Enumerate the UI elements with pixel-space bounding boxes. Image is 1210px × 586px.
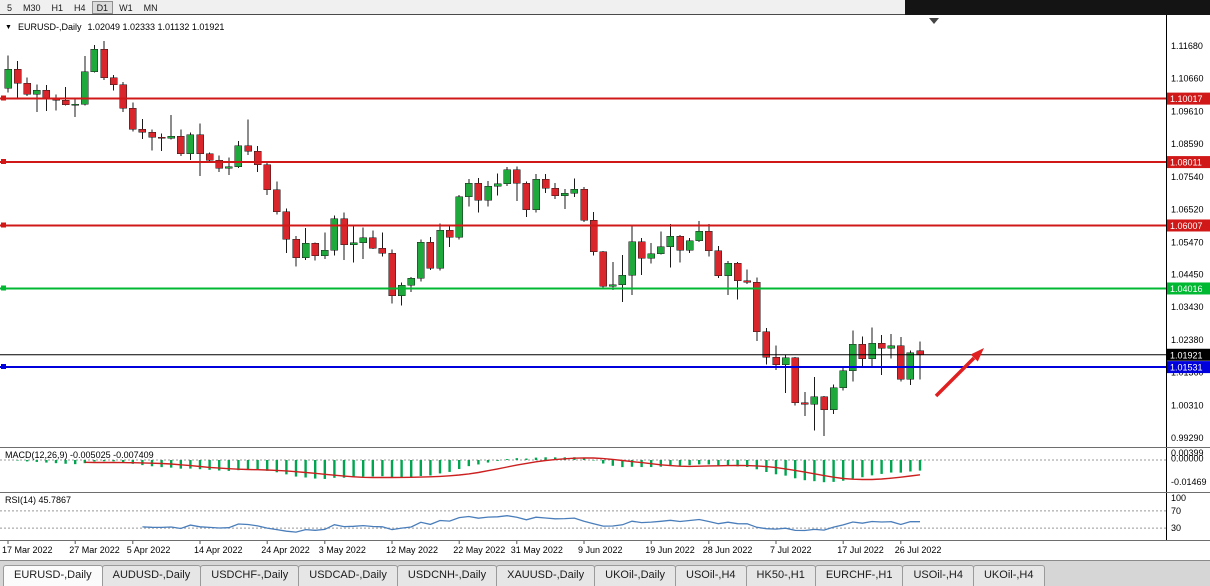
chart-tab-ukoil-h4[interactable]: UKOil-,H4 [972, 565, 1045, 586]
chart-shift-icon [929, 18, 939, 24]
svg-text:3 May 2022: 3 May 2022 [319, 545, 366, 555]
chart-canvas[interactable]: 1.11680 1.10660 1.09610 1.08590 1.07540 1.065… [0, 15, 1210, 560]
svg-text:-0.01469: -0.01469 [1171, 477, 1207, 487]
chart-tab-usdcnh-daily[interactable]: USDCNH-,Daily [396, 565, 498, 586]
svg-text:19 Jun 2022: 19 Jun 2022 [645, 545, 695, 555]
timeframe-button-mn[interactable]: MN [143, 2, 158, 13]
rsi-name: RSI(14) [5, 495, 37, 505]
svg-text:1.05470: 1.05470 [1171, 237, 1204, 247]
svg-text:31 May 2022: 31 May 2022 [511, 545, 563, 555]
macd-indicator-label: MACD(12,26,9) -0.005025 -0.007409 [5, 450, 154, 460]
chart-symbol-label: EURUSD-,Daily [17, 22, 82, 32]
svg-text:1.06007: 1.06007 [1170, 221, 1203, 231]
svg-text:17 Mar 2022: 17 Mar 2022 [2, 545, 53, 555]
svg-text:1.04016: 1.04016 [1170, 284, 1203, 294]
svg-text:1.06520: 1.06520 [1171, 204, 1204, 214]
macd-panel [0, 457, 1166, 483]
chart-tab-usdchf-daily[interactable]: USDCHF-,Daily [200, 565, 300, 586]
svg-text:1.02380: 1.02380 [1171, 335, 1204, 345]
svg-text:27 Mar 2022: 27 Mar 2022 [69, 545, 120, 555]
timeframe-toolbar: 5 M30 H1 H4 D1 W1 MN [0, 0, 1210, 15]
annotation-arrow[interactable] [934, 348, 984, 398]
svg-text:26 Jul 2022: 26 Jul 2022 [895, 545, 942, 555]
svg-text:7 Jul 2022: 7 Jul 2022 [770, 545, 812, 555]
timeframe-button-w1[interactable]: W1 [119, 2, 133, 13]
macd-name: MACD(12,26,9) [5, 450, 68, 460]
chart-ohlc-values: 1.02049 1.02333 1.01132 1.01921 [87, 22, 225, 32]
timeframe-buttons: 5 M30 H1 H4 D1 W1 MN [2, 0, 164, 14]
timeframe-button-5[interactable]: 5 [7, 2, 13, 13]
svg-text:0.00000: 0.00000 [1171, 454, 1204, 464]
chart-tab-audusd-daily[interactable]: AUDUSD-,Daily [101, 565, 202, 586]
horizontal-lines[interactable] [0, 95, 1166, 370]
svg-text:30: 30 [1171, 523, 1181, 533]
rsi-value: 45.7867 [38, 495, 72, 505]
candlesticks [4, 40, 924, 436]
svg-text:1.08011: 1.08011 [1170, 158, 1202, 168]
timeframe-button-h4[interactable]: H4 [74, 2, 86, 13]
toolbar-dark-region [905, 0, 1210, 15]
svg-text:5 Apr 2022: 5 Apr 2022 [127, 545, 171, 555]
chart-tab-xauusd-daily[interactable]: XAUUSD-,Daily [496, 565, 596, 586]
price-tags: 1.10017 1.08011 1.06007 1.04016 1.01531 1.019… [1167, 92, 1210, 374]
chart-tab-usoil-h4[interactable]: USOil-,H4 [675, 565, 747, 586]
svg-text:24 Apr 2022: 24 Apr 2022 [261, 545, 310, 555]
svg-text:1.11680: 1.11680 [1171, 41, 1203, 51]
panel-separators[interactable] [0, 447, 1210, 541]
chart-tabs-bar: EURUSD-,Daily AUDUSD-,Daily USDCHF-,Daily U… [0, 560, 1210, 586]
svg-text:9 Jun 2022: 9 Jun 2022 [578, 545, 623, 555]
macd-values: -0.005025 -0.007409 [70, 450, 154, 460]
chart-tab-eurusd-daily[interactable]: EURUSD-,Daily [3, 565, 103, 586]
timeframe-button-m30[interactable]: M30 [23, 2, 41, 13]
date-axis: 17 Mar 2022 27 Mar 2022 5 Apr 2022 14 Apr 2… [2, 541, 941, 555]
chart-tab-hk50-h1[interactable]: HK50-,H1 [745, 565, 816, 586]
svg-text:100: 100 [1171, 493, 1186, 503]
svg-text:1.01531: 1.01531 [1170, 363, 1203, 373]
svg-text:0.99290: 0.99290 [1171, 433, 1204, 443]
chart-tab-ukoil-daily[interactable]: UKOil-,Daily [594, 565, 677, 586]
svg-text:1.04450: 1.04450 [1171, 270, 1204, 280]
svg-text:1.07540: 1.07540 [1171, 172, 1204, 182]
svg-text:28 Jun 2022: 28 Jun 2022 [703, 545, 753, 555]
svg-text:1.00310: 1.00310 [1171, 401, 1204, 411]
rsi-panel [0, 510, 1166, 533]
svg-text:12 May 2022: 12 May 2022 [386, 545, 438, 555]
svg-text:22 May 2022: 22 May 2022 [453, 545, 505, 555]
chart-background [0, 15, 1210, 560]
svg-text:1.09610: 1.09610 [1171, 106, 1204, 116]
timeframe-button-h1[interactable]: H1 [51, 2, 64, 13]
timeframe-button-d1[interactable]: D1 [91, 0, 114, 14]
svg-text:1.03430: 1.03430 [1171, 302, 1204, 312]
chart-area[interactable]: 1.11680 1.10660 1.09610 1.08590 1.07540 1.065… [0, 15, 1210, 560]
svg-text:14 Apr 2022: 14 Apr 2022 [194, 545, 243, 555]
symbol-dropdown-icon[interactable]: ▼ [5, 23, 12, 31]
svg-text:1.08590: 1.08590 [1171, 139, 1204, 149]
chart-tab-usdcad-daily[interactable]: USDCAD-,Daily [298, 565, 398, 586]
svg-text:70: 70 [1171, 506, 1181, 516]
chart-title: ▼ EURUSD-,Daily 1.02049 1.02333 1.01132 … [5, 22, 224, 32]
svg-text:0.00399: 0.00399 [1171, 448, 1204, 458]
svg-text:1.10660: 1.10660 [1171, 73, 1204, 83]
chart-tab-usoil-h4[interactable]: USOil-,H4 [902, 565, 974, 586]
svg-text:1.01921: 1.01921 [1170, 350, 1203, 360]
svg-text:17 Jul 2022: 17 Jul 2022 [837, 545, 884, 555]
chart-tab-eurchf-h1[interactable]: EURCHF-,H1 [814, 565, 904, 586]
rsi-indicator-label: RSI(14) 45.7867 [5, 495, 71, 505]
svg-text:1.10017: 1.10017 [1170, 94, 1203, 104]
